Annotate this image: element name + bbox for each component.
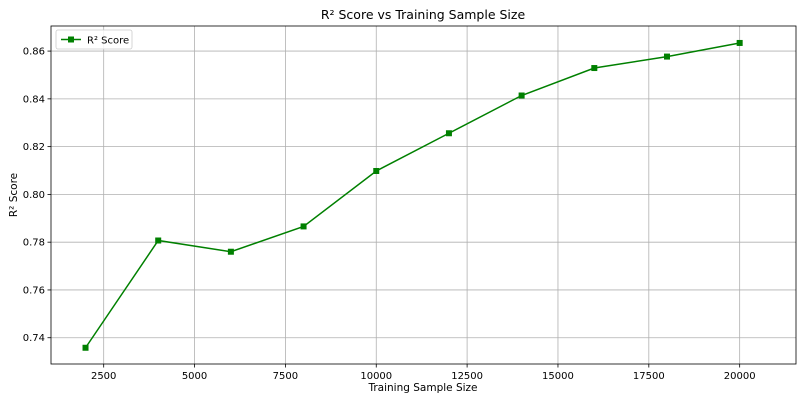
plot-frame	[50, 25, 797, 365]
x-tick-label: 15000	[542, 371, 574, 382]
series-line	[84, 42, 740, 349]
x-tick-label: 2500	[91, 371, 116, 382]
data-point	[155, 237, 162, 244]
x-tick-label: 7500	[273, 371, 298, 382]
chart-title: R² Score vs Training Sample Size	[321, 7, 526, 22]
x-tick-label: 12500	[451, 371, 483, 382]
legend-label: R² Score	[87, 36, 129, 47]
legend-box	[55, 29, 133, 50]
grid	[51, 26, 796, 364]
data-point	[591, 65, 598, 72]
legend-marker	[68, 36, 74, 43]
x-tick-label: 10000	[360, 371, 392, 382]
axes	[50, 25, 797, 365]
data-point	[518, 92, 525, 99]
y-tick-label: 0.86	[23, 47, 45, 58]
ticks: 2500 5000 7500 10000 12500 15000 17500 20000 0.7…	[23, 47, 756, 382]
y-tick-label: 0.74	[23, 333, 45, 344]
legend: R² Score	[55, 29, 133, 50]
y-tick-label: 0.76	[23, 285, 45, 296]
data-point	[663, 53, 670, 60]
y-tick-label: 0.82	[23, 142, 45, 153]
x-tick-label: 20000	[724, 371, 756, 382]
data-point	[445, 130, 452, 137]
x-tick-label: 17500	[633, 371, 665, 382]
series-layer	[82, 39, 743, 351]
data-point	[227, 248, 234, 255]
data-point	[736, 39, 743, 46]
x-axis-label: Training Sample Size	[367, 382, 477, 394]
y-axis-label: R² Score	[8, 173, 20, 217]
data-point	[373, 167, 380, 174]
y-tick-label: 0.78	[23, 238, 45, 249]
y-tick-label: 0.84	[23, 94, 45, 105]
data-point	[300, 223, 307, 230]
x-tick-label: 5000	[182, 371, 207, 382]
data-point	[82, 344, 89, 351]
y-tick-label: 0.80	[23, 190, 45, 201]
